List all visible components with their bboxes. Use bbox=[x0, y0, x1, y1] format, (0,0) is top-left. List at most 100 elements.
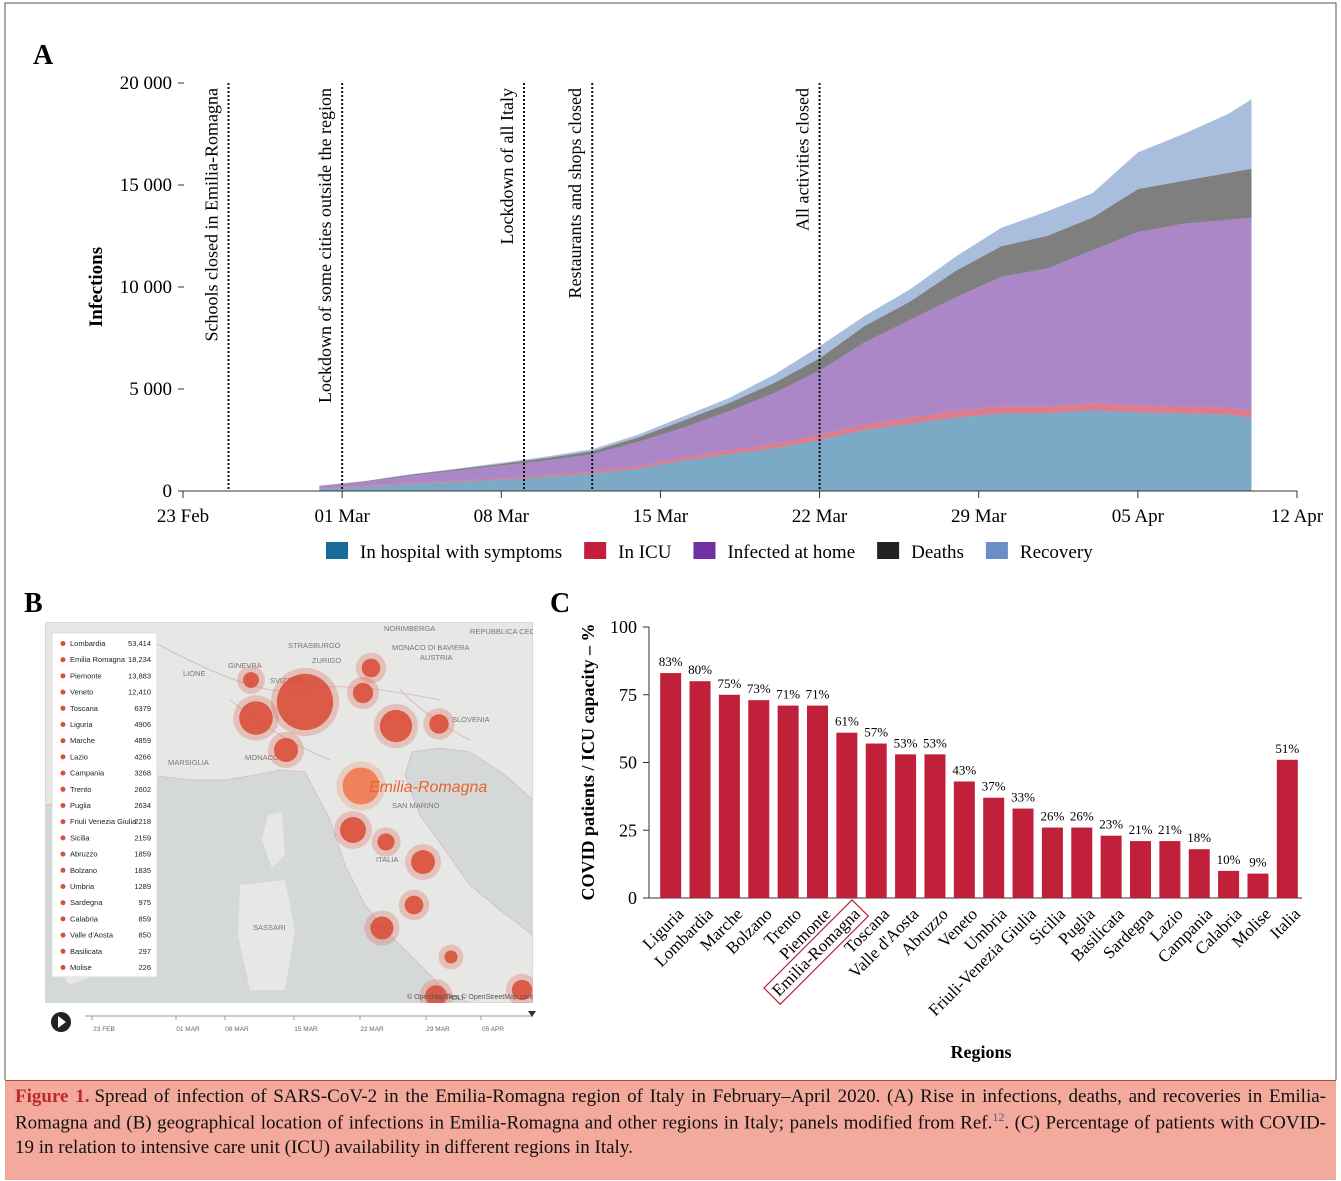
legend-dot bbox=[60, 705, 66, 711]
bar bbox=[1012, 808, 1034, 898]
y-tick-label: 100 bbox=[610, 617, 637, 637]
y-tick-label: 0 bbox=[163, 481, 173, 502]
value-label: 33% bbox=[1011, 790, 1035, 805]
legend-name: Toscana bbox=[70, 704, 99, 713]
legend-swatch bbox=[985, 542, 1008, 559]
legend-name: Piemonte bbox=[70, 671, 102, 680]
y-tick-label: 20 000 bbox=[120, 73, 172, 94]
timeline-cursor[interactable] bbox=[528, 1011, 536, 1017]
x-tick-label: 23 Feb bbox=[157, 506, 209, 527]
place-label: ITALIA bbox=[376, 855, 398, 864]
legend-dot bbox=[60, 786, 66, 792]
legend-value: 297 bbox=[138, 947, 151, 956]
timeline-label: 29 MAR bbox=[426, 1026, 450, 1033]
legend-value: 18,234 bbox=[128, 655, 151, 664]
legend-dot bbox=[60, 689, 66, 695]
bar bbox=[807, 705, 828, 898]
legend-value: 226 bbox=[138, 963, 151, 972]
bar bbox=[718, 694, 740, 898]
bubble bbox=[429, 714, 449, 734]
legend-value: 850 bbox=[138, 931, 151, 940]
legend-dot bbox=[60, 835, 66, 841]
bar bbox=[1100, 835, 1122, 898]
value-label: 18% bbox=[1187, 830, 1211, 845]
frame bbox=[4, 2, 1337, 1080]
value-label: 53% bbox=[923, 735, 947, 750]
x-tick-label: 05 Apr bbox=[1112, 506, 1165, 527]
value-label: 57% bbox=[864, 725, 888, 740]
place-label: AUSTRIA bbox=[420, 653, 453, 662]
legend-dot bbox=[60, 851, 66, 857]
x-tick-label: Italia bbox=[1266, 904, 1304, 942]
panel-label: A bbox=[33, 40, 54, 71]
play-icon bbox=[58, 1016, 66, 1028]
value-label: 10% bbox=[1217, 852, 1241, 867]
legend-label: In hospital with symptoms bbox=[360, 542, 562, 563]
caption: Figure 1. Spread of infection of SARS-CoV… bbox=[5, 1080, 1336, 1180]
legend-label: In ICU bbox=[618, 542, 672, 563]
place-label: STRASBURGO bbox=[288, 641, 341, 650]
legend-value: 1859 bbox=[134, 850, 151, 859]
x-tick-label: 29 Mar bbox=[951, 506, 1007, 527]
legend-name: Bolzano bbox=[70, 866, 97, 875]
map-marks: NORIMBERGA REPUBBLICA CECA STRASBURGO MONAC… bbox=[52, 624, 548, 1080]
value-label: 61% bbox=[835, 714, 859, 729]
legend-name: Veneto bbox=[70, 688, 93, 697]
legend-dot bbox=[60, 948, 66, 954]
value-label: 37% bbox=[982, 779, 1006, 794]
legend-value: 4859 bbox=[134, 736, 151, 745]
value-label: 75% bbox=[717, 676, 741, 691]
x-tick-label: 15 Mar bbox=[633, 506, 689, 527]
legend-name: Valle d'Aosta bbox=[70, 931, 114, 940]
legend-dot bbox=[60, 867, 66, 873]
place-label: GINEVRA bbox=[228, 661, 262, 670]
bar bbox=[895, 754, 917, 898]
legend-label: Deaths bbox=[911, 542, 964, 563]
legend-value: 3268 bbox=[134, 769, 151, 778]
y-tick-label: 75 bbox=[619, 685, 637, 705]
bubble-halo bbox=[256, 1046, 284, 1074]
place-label: NORIMBERGA bbox=[384, 624, 435, 633]
legend-name: Abruzzo bbox=[70, 850, 98, 859]
bar bbox=[1218, 870, 1240, 898]
value-label: 71% bbox=[806, 687, 830, 702]
legend-value: 2218 bbox=[134, 817, 151, 826]
bar bbox=[1247, 873, 1269, 898]
y-tick-label: 0 bbox=[628, 888, 637, 908]
legend-value: 12,410 bbox=[128, 688, 151, 697]
value-label: 53% bbox=[894, 735, 918, 750]
event-label: Lockdown of all Italy bbox=[497, 88, 517, 244]
bubble bbox=[340, 817, 366, 843]
value-label: 73% bbox=[747, 681, 771, 696]
bar bbox=[865, 743, 887, 898]
bubble bbox=[425, 985, 447, 1003]
value-label: 21% bbox=[1158, 822, 1182, 837]
legend-dot bbox=[60, 916, 66, 922]
x-tick-label: 22 Mar bbox=[792, 506, 848, 527]
place-label: ZURIGO bbox=[312, 656, 341, 665]
value-label: 21% bbox=[1129, 822, 1153, 837]
area bbox=[319, 403, 1252, 489]
legend-swatch bbox=[326, 542, 348, 559]
bar bbox=[1276, 759, 1298, 898]
place-label: MONACO DI BAVIERA bbox=[392, 643, 469, 652]
legend-name: Molise bbox=[70, 963, 92, 972]
place-label: NAPOLI bbox=[436, 993, 464, 1002]
legend-dot bbox=[60, 770, 66, 776]
bar bbox=[1071, 827, 1093, 898]
timeline-label: 22 MAR bbox=[360, 1026, 384, 1033]
value-label: 83% bbox=[659, 654, 683, 669]
y-tick-label: 10 000 bbox=[120, 277, 172, 298]
caption-text: . (C) Percentage of patients with COVID-… bbox=[15, 1112, 1327, 1158]
bar bbox=[983, 797, 1005, 898]
timeline-label: 08 MAR bbox=[225, 1026, 249, 1033]
bubble bbox=[532, 1072, 548, 1080]
legend-name: Lazio bbox=[70, 752, 88, 761]
island bbox=[238, 880, 295, 990]
legend-dot bbox=[60, 722, 66, 727]
legend-name: Marche bbox=[70, 736, 95, 745]
legend-swatch bbox=[584, 542, 607, 559]
legend-value: 4266 bbox=[134, 752, 151, 761]
legend-name: Emilia Romagna bbox=[70, 655, 126, 664]
